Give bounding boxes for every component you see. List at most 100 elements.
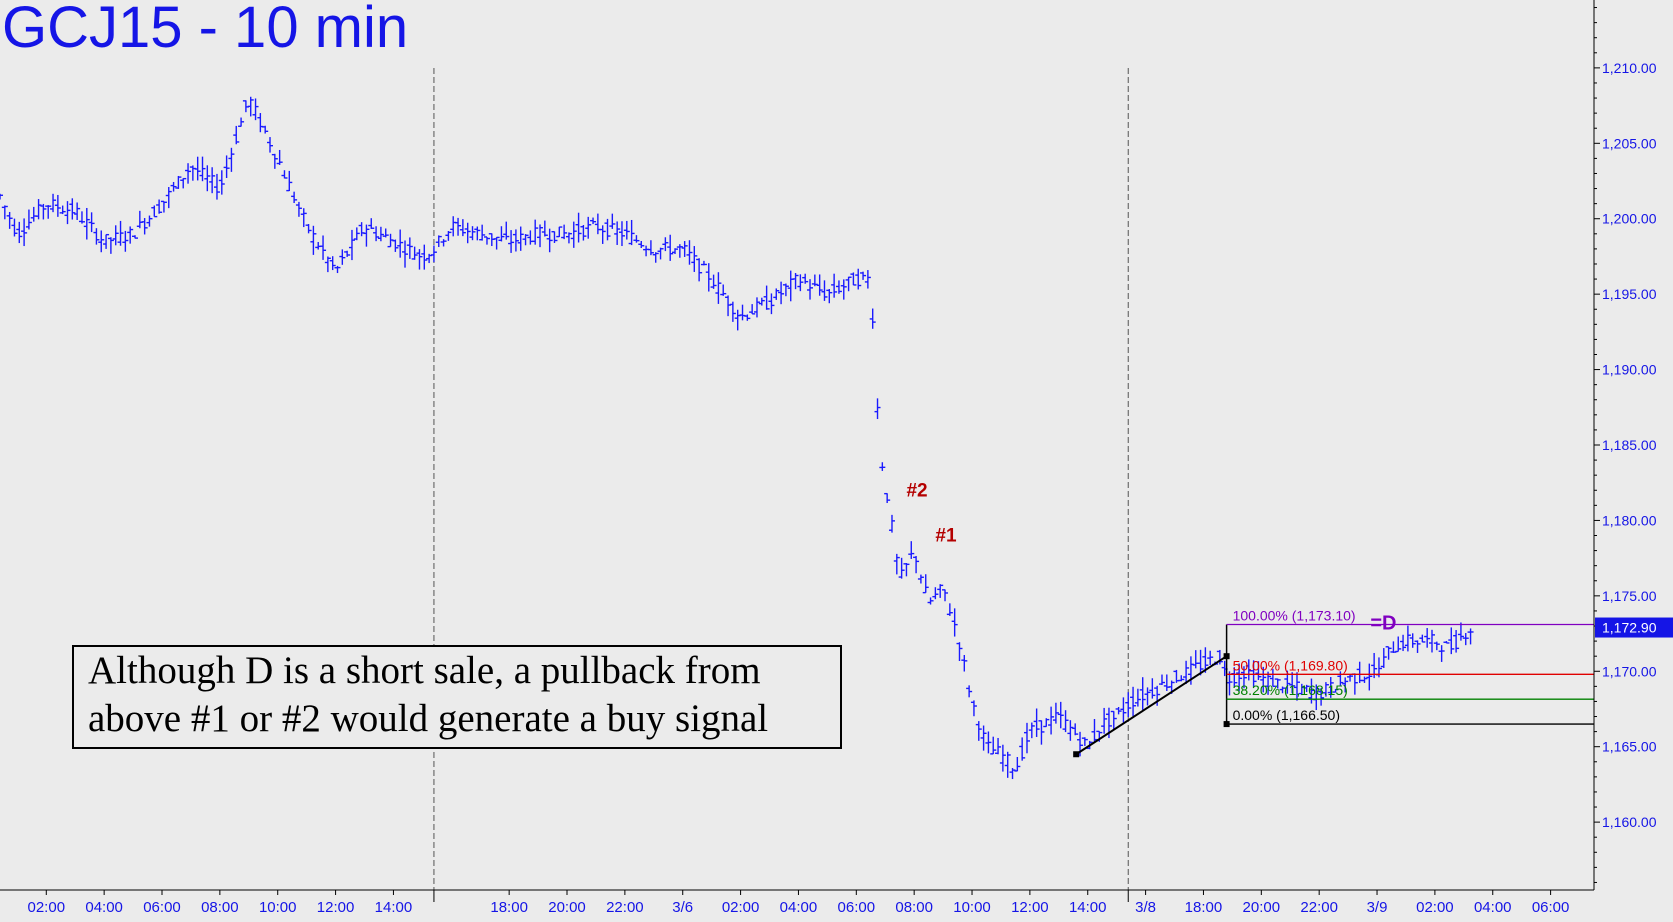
price-bar bbox=[368, 218, 375, 229]
price-bar bbox=[430, 245, 437, 263]
price-bar bbox=[209, 167, 216, 194]
price-bar bbox=[1067, 720, 1074, 741]
price-bar bbox=[807, 279, 814, 300]
price-bar bbox=[508, 230, 515, 253]
price-bar bbox=[411, 246, 418, 260]
price-bar bbox=[638, 240, 645, 249]
price-bar bbox=[1202, 647, 1209, 673]
price-bar bbox=[348, 229, 355, 261]
price-bar bbox=[590, 217, 597, 225]
price-bar bbox=[749, 304, 756, 315]
price-bar bbox=[932, 587, 939, 600]
price-bar bbox=[54, 194, 61, 217]
price-bar bbox=[421, 244, 428, 270]
y-tick-label: 1,200.00 bbox=[1602, 211, 1657, 227]
price-bar bbox=[864, 270, 871, 289]
last-price-badge bbox=[1595, 617, 1673, 638]
price-bar bbox=[78, 211, 85, 224]
price-bar bbox=[493, 236, 500, 250]
price-bar bbox=[1400, 634, 1407, 652]
y-tick-label: 1,160.00 bbox=[1602, 814, 1657, 830]
price-bar bbox=[792, 272, 799, 290]
price-bar bbox=[479, 224, 486, 241]
price-bar bbox=[1120, 697, 1127, 723]
price-bar bbox=[604, 218, 611, 241]
price-bar bbox=[652, 252, 659, 263]
price-bar bbox=[498, 226, 505, 242]
price-bar bbox=[1453, 630, 1460, 653]
price-bar bbox=[1183, 660, 1190, 685]
x-tick-label: 20:00 bbox=[548, 899, 586, 916]
price-bar bbox=[942, 589, 949, 602]
price-bar bbox=[305, 224, 312, 234]
price-bar bbox=[107, 237, 114, 254]
price-bar bbox=[1057, 701, 1064, 729]
price-bar bbox=[845, 276, 852, 292]
price-bar bbox=[898, 557, 905, 579]
price-bar bbox=[6, 211, 13, 229]
price-bar bbox=[1236, 663, 1243, 691]
price-bar bbox=[339, 249, 346, 265]
price-bar bbox=[1, 205, 8, 220]
price-bar bbox=[300, 208, 307, 228]
y-tick-label: 1,195.00 bbox=[1602, 286, 1657, 302]
price-bar bbox=[995, 737, 1002, 755]
price-bar bbox=[83, 207, 90, 240]
price-bar bbox=[696, 258, 703, 282]
price-bar bbox=[720, 284, 727, 296]
price-bar bbox=[1110, 710, 1117, 731]
price-bar bbox=[811, 274, 818, 287]
price-bar bbox=[1081, 737, 1088, 746]
price-bar bbox=[233, 125, 240, 145]
price-bar bbox=[618, 221, 625, 247]
price-bar bbox=[826, 289, 833, 304]
price-bar bbox=[1260, 666, 1267, 693]
price-bar bbox=[715, 272, 722, 304]
price-bar bbox=[483, 236, 490, 245]
price-bar bbox=[763, 285, 770, 310]
price-bar bbox=[1062, 710, 1069, 733]
x-tick-label: 04:00 bbox=[85, 899, 123, 916]
price-bar bbox=[440, 239, 447, 247]
price-bar bbox=[691, 246, 698, 272]
price-bar bbox=[151, 205, 158, 218]
price-bar bbox=[541, 220, 548, 237]
price-bar bbox=[295, 201, 302, 217]
price-bar bbox=[1428, 629, 1435, 653]
price-bar bbox=[1072, 723, 1079, 736]
price-bar bbox=[377, 226, 384, 242]
price-bar bbox=[455, 217, 462, 236]
price-bar bbox=[1240, 666, 1247, 689]
x-tick-label: 18:00 bbox=[1185, 899, 1223, 916]
x-tick-label: 06:00 bbox=[1532, 899, 1570, 916]
price-bar bbox=[334, 265, 341, 274]
price-bar bbox=[884, 492, 891, 504]
annotation-note-box: Although D is a short sale, a pullback f… bbox=[72, 645, 842, 749]
price-bar bbox=[1178, 675, 1185, 682]
price-bar bbox=[175, 175, 182, 189]
price-bar bbox=[344, 250, 351, 257]
price-bar bbox=[797, 274, 804, 292]
x-tick-label: 22:00 bbox=[606, 899, 644, 916]
x-tick-label: 20:00 bbox=[1243, 899, 1281, 916]
price-bar bbox=[165, 187, 172, 209]
price-bar bbox=[1130, 686, 1137, 717]
price-bar bbox=[103, 233, 110, 249]
price-bar bbox=[922, 574, 929, 594]
price-bar bbox=[194, 156, 201, 181]
price-bar bbox=[204, 165, 211, 192]
x-tick-label: 10:00 bbox=[953, 899, 991, 916]
x-tick-label: 08:00 bbox=[895, 899, 933, 916]
x-tick-label: 14:00 bbox=[375, 899, 413, 916]
price-bar bbox=[238, 117, 245, 127]
price-bar bbox=[1043, 718, 1050, 728]
price-bar bbox=[609, 213, 616, 229]
price-bar bbox=[127, 226, 134, 244]
price-bar bbox=[247, 96, 254, 117]
price-bar bbox=[585, 216, 592, 239]
price-bar bbox=[1139, 677, 1146, 710]
price-bar bbox=[320, 235, 327, 260]
price-bar bbox=[387, 233, 394, 248]
price-bar bbox=[50, 193, 57, 213]
price-bar bbox=[262, 125, 269, 134]
